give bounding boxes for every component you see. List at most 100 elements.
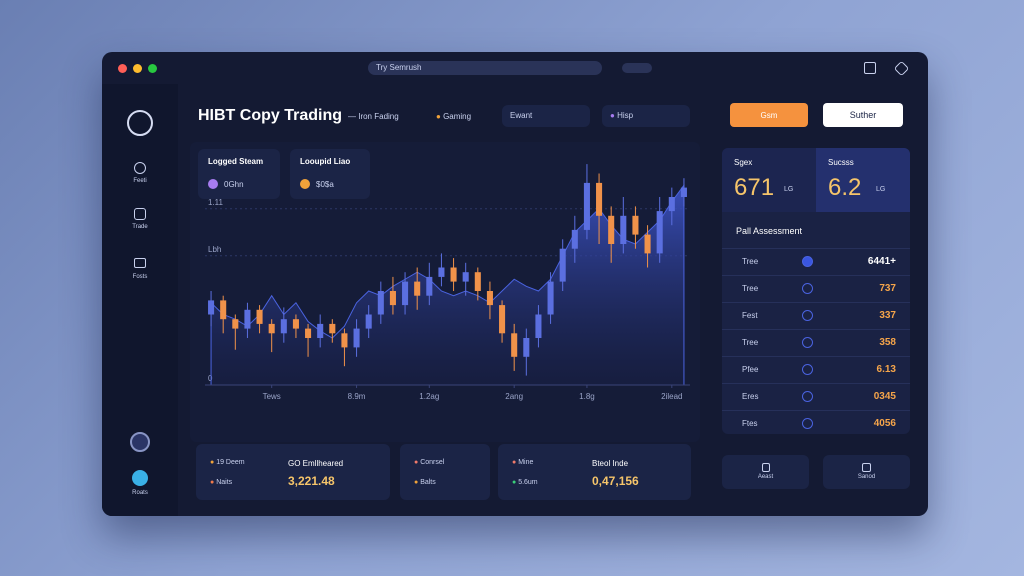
selector[interactable]: Looupid Liao $0$a bbox=[290, 149, 370, 199]
coin-icon bbox=[208, 179, 218, 189]
row-icon bbox=[802, 391, 813, 402]
candle-body bbox=[414, 281, 421, 296]
stat-unit: LG bbox=[876, 186, 886, 193]
row-icon bbox=[802, 310, 813, 321]
row-label: Tree bbox=[742, 338, 759, 347]
min-dot[interactable] bbox=[133, 64, 142, 73]
candle-body bbox=[668, 197, 675, 212]
list-row[interactable]: Pfee 6.13 bbox=[722, 356, 910, 383]
candlestick-chart: 0 Lbh 1.11 Tews 8.9m 1.2ag 2ang 1.8g 2ilead bbox=[205, 164, 690, 401]
candle-body bbox=[499, 305, 506, 334]
selector[interactable]: Logged Steam 0Ghn bbox=[198, 149, 280, 199]
card-title: GO Emllheared bbox=[288, 459, 344, 468]
action-button[interactable]: Aeast bbox=[722, 455, 809, 489]
list-row[interactable]: Ftes 4056 bbox=[722, 410, 910, 437]
candle-body bbox=[341, 333, 348, 348]
nav-label[interactable]: Trade bbox=[132, 224, 148, 230]
max-dot[interactable] bbox=[148, 64, 157, 73]
label: ● Balts bbox=[414, 479, 436, 486]
candle-body bbox=[305, 328, 312, 338]
candle-body bbox=[680, 187, 687, 197]
candle-body bbox=[608, 215, 615, 244]
button-label[interactable]: Sanod bbox=[857, 474, 876, 480]
list-row[interactable]: Fest 337 bbox=[722, 302, 910, 329]
button[interactable]: Suther bbox=[823, 103, 903, 127]
list-title: Pall Assessment bbox=[736, 226, 803, 236]
tab[interactable]: Ewant bbox=[502, 105, 590, 127]
icon[interactable] bbox=[761, 463, 770, 472]
label-text: Naits bbox=[216, 479, 233, 486]
row-label: Tree bbox=[742, 284, 759, 293]
tab-label[interactable]: Hisp bbox=[617, 111, 634, 120]
list-row[interactable]: Tree 6441+ bbox=[722, 248, 910, 275]
stat-label: Sgex bbox=[734, 158, 753, 167]
logo bbox=[127, 110, 153, 136]
x-tick-label: 1.2ag bbox=[419, 392, 439, 401]
stat: Sgex 671 LG bbox=[722, 148, 816, 212]
selector-value[interactable]: 0Ghn bbox=[224, 180, 244, 189]
row-value: 337 bbox=[879, 310, 896, 321]
icon[interactable] bbox=[134, 162, 146, 174]
avatar[interactable] bbox=[132, 470, 148, 486]
stat: Sucsss 6.2 LG bbox=[816, 148, 910, 212]
candle-body bbox=[462, 272, 469, 282]
tab-label[interactable]: Ewant bbox=[510, 111, 533, 120]
nav-label[interactable]: Roats bbox=[132, 490, 148, 496]
summary-card: ● Conrsel ● Balts bbox=[400, 444, 490, 500]
tab-label[interactable]: Gaming bbox=[443, 112, 472, 121]
close-dot[interactable] bbox=[118, 64, 127, 73]
action-button[interactable]: Sanod bbox=[823, 455, 910, 489]
candle-body bbox=[426, 276, 433, 296]
row-label: Ftes bbox=[742, 419, 758, 428]
candle-body bbox=[620, 215, 627, 244]
row-value: 4056 bbox=[873, 418, 896, 429]
icon-bag[interactable] bbox=[864, 62, 876, 74]
row-value: 358 bbox=[879, 337, 896, 348]
x-tick-label: 2ilead bbox=[661, 392, 682, 401]
icon[interactable] bbox=[134, 258, 146, 268]
label-text: Mine bbox=[518, 459, 534, 466]
candle-body bbox=[523, 338, 530, 357]
candle-body bbox=[547, 281, 554, 315]
candle-body bbox=[256, 309, 263, 324]
page-title: HIBT Copy Trading bbox=[198, 107, 342, 124]
list-row[interactable]: Eres 0345 bbox=[722, 383, 910, 410]
stat-label: Sucsss bbox=[828, 158, 854, 167]
stats-panel: Sgex 671 LG Sucsss 6.2 LG Pall Assessmen… bbox=[722, 148, 910, 434]
nav-label[interactable]: Feeti bbox=[133, 178, 147, 184]
candle-body bbox=[377, 291, 384, 315]
stat-value: 6.2 bbox=[828, 174, 862, 201]
candle-body bbox=[486, 291, 493, 306]
label-text: Conrsel bbox=[420, 459, 445, 466]
candle-body bbox=[644, 234, 651, 254]
row-label: Tree bbox=[742, 257, 759, 266]
label-text: 19 Deem bbox=[216, 459, 245, 466]
url-bar[interactable]: Try Semrush bbox=[368, 61, 602, 75]
avatar[interactable] bbox=[130, 432, 150, 452]
card-value: 0,47,156 bbox=[592, 474, 639, 488]
candle-body bbox=[329, 323, 336, 334]
nav-label[interactable]: Fosts bbox=[132, 274, 148, 280]
icon[interactable] bbox=[862, 463, 871, 472]
row-value: 0345 bbox=[873, 391, 896, 402]
x-tick-label: 1.8g bbox=[579, 392, 595, 401]
candle-body bbox=[208, 300, 215, 315]
tab[interactable]: ● Gaming bbox=[436, 112, 472, 121]
candle-body bbox=[353, 328, 360, 348]
icon[interactable] bbox=[134, 208, 146, 220]
row-label: Fest bbox=[742, 311, 758, 320]
y-tick-label: 0 bbox=[208, 374, 213, 383]
list-row[interactable]: Tree 358 bbox=[722, 329, 910, 356]
button[interactable]: Gsm bbox=[730, 103, 808, 127]
row-icon bbox=[802, 283, 813, 294]
selector-title: Looupid Liao bbox=[300, 157, 351, 166]
selector-value[interactable]: $0$a bbox=[316, 180, 334, 189]
tab[interactable]: ● Hisp bbox=[602, 105, 690, 127]
summary-card: ● Mine ● 5.6um Bteol Inde 0,47,156 bbox=[498, 444, 691, 500]
list-row[interactable]: Tree 737 bbox=[722, 275, 910, 302]
button-label[interactable]: Aeast bbox=[757, 474, 774, 480]
candle-body bbox=[511, 333, 518, 357]
tab-pill[interactable] bbox=[622, 63, 652, 73]
candle-body bbox=[268, 323, 275, 334]
